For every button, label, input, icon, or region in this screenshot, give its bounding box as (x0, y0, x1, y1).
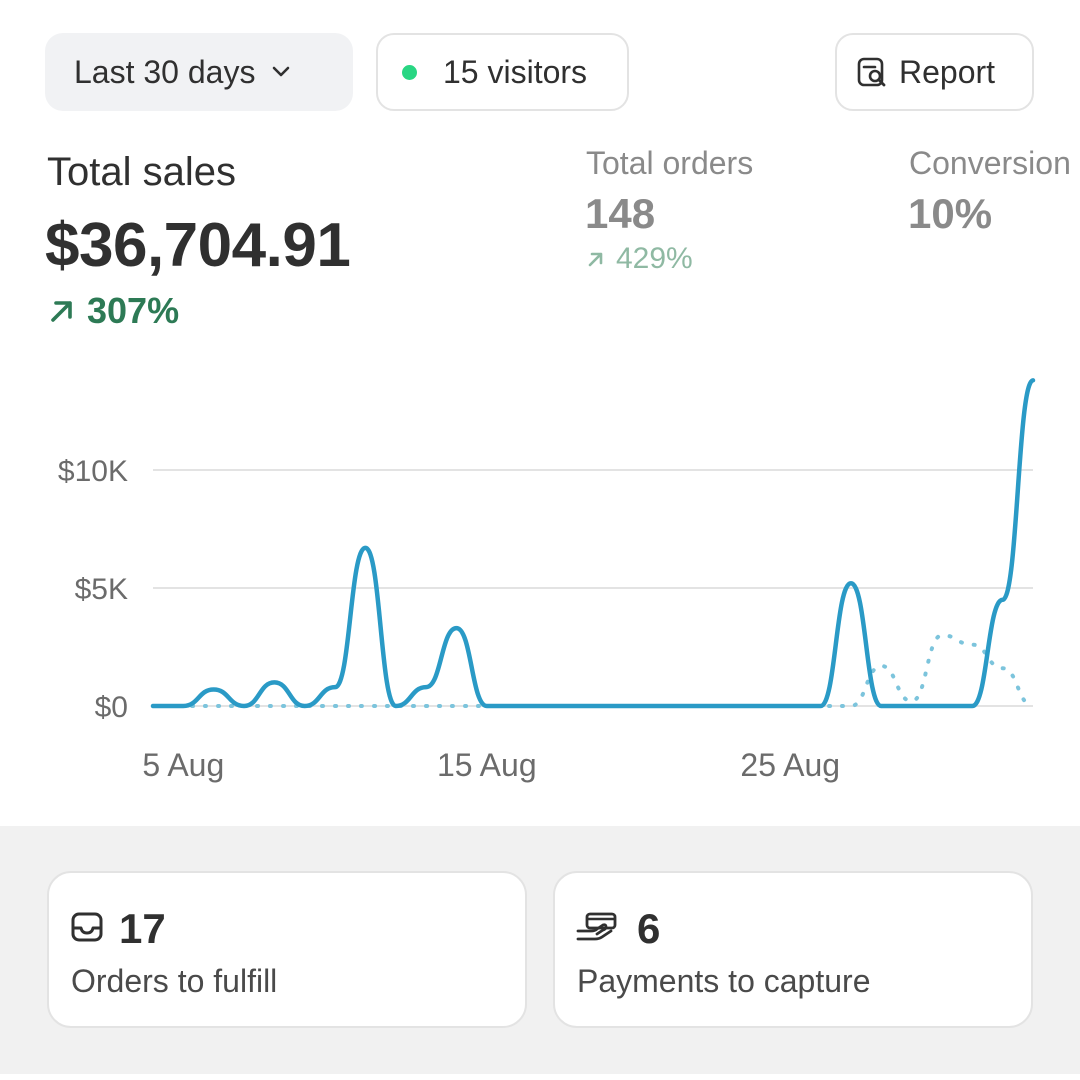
orders-to-fulfill-label: Orders to fulfill (71, 963, 278, 999)
report-label: Report (899, 53, 996, 90)
x-tick-label: 25 Aug (740, 747, 840, 783)
payments-to-capture-label: Payments to capture (577, 963, 871, 999)
bottom-divider (0, 1074, 1080, 1080)
x-tick-label: 15 Aug (437, 747, 537, 783)
total-sales-label: Total sales (47, 150, 236, 194)
total-orders-label[interactable]: Total orders (586, 145, 754, 181)
inbox-icon (69, 909, 105, 950)
total-orders-change-value: 429% (616, 242, 693, 275)
live-status-dot (402, 64, 417, 80)
conversion-label[interactable]: Conversion (909, 145, 1071, 181)
y-tick-label: $10K (58, 455, 128, 488)
date-range-label: Last 30 days (74, 53, 256, 90)
chevron-down-icon (271, 65, 291, 79)
total-sales-change: 307% (47, 290, 179, 332)
payments-to-capture-count: 6 (637, 905, 661, 952)
sales-chart: $0 $5K $10K 5 Aug 15 Aug 25 Aug (58, 378, 1036, 783)
orders-to-fulfill-count: 17 (119, 905, 166, 952)
orders-to-fulfill-card[interactable]: 17 Orders to fulfill (47, 871, 527, 1028)
x-tick-label: 5 Aug (142, 747, 224, 783)
date-range-button[interactable]: Last 30 days (45, 33, 353, 111)
conversion-value: 10% (908, 190, 993, 237)
analytics-panel: Last 30 days 15 visitors Report Total sa… (45, 33, 1071, 783)
sales-series-line (150, 378, 1036, 709)
y-tick-label: $5K (75, 573, 128, 606)
total-sales-change-value: 307% (87, 290, 180, 331)
comparison-series-line (151, 633, 1035, 708)
arrow-up-right-icon (588, 252, 603, 267)
total-orders-value: 148 (585, 190, 656, 237)
payments-to-capture-card[interactable]: 6 Payments to capture (553, 871, 1033, 1028)
payment-hand-icon (575, 909, 623, 950)
visitors-label: 15 visitors (443, 53, 588, 90)
arrow-up-right-icon (51, 301, 72, 322)
total-sales-value: $36,704.91 (45, 211, 351, 280)
y-tick-label: $0 (95, 691, 128, 724)
report-button[interactable]: Report (835, 33, 1034, 111)
total-orders-change: 429% (586, 242, 693, 276)
live-visitors-button[interactable]: 15 visitors (376, 33, 629, 111)
report-icon (855, 55, 889, 89)
